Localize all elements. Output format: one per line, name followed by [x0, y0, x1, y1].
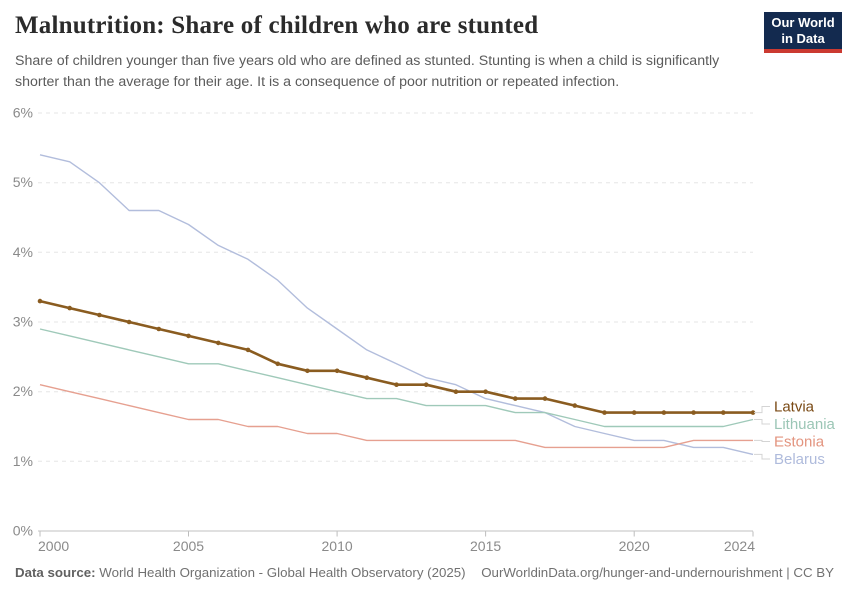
series-marker-latvia	[483, 389, 488, 395]
series-marker-latvia	[661, 410, 667, 415]
data-source-value: World Health Organization - Global Healt…	[99, 565, 466, 580]
owid-logo: Our World in Data	[764, 12, 842, 53]
y-tick-label: 5%	[13, 174, 33, 190]
series-marker-latvia	[572, 403, 578, 408]
series-marker-latvia	[394, 382, 399, 388]
series-marker-latvia	[691, 410, 696, 415]
owid-logo-line1: Our World	[771, 15, 835, 30]
series-line-belarus[interactable]	[39, 154, 754, 456]
series-marker-latvia	[216, 340, 221, 346]
legend-connector	[754, 406, 770, 414]
owid-logo-line2: in Data	[781, 31, 825, 46]
data-source: Data source: World Health Organization -…	[15, 565, 466, 580]
chart-subtitle: Share of children younger than five year…	[15, 53, 720, 91]
page-title: Malnutrition: Share of children who are …	[15, 12, 539, 39]
credit-link[interactable]: OurWorldinData.org/hunger-and-undernouri…	[481, 565, 834, 580]
series-marker-latvia	[334, 368, 340, 374]
series-marker-latvia	[156, 326, 162, 332]
series-marker-latvia	[513, 396, 518, 401]
legend-label-belarus[interactable]: Belarus	[774, 451, 825, 468]
y-tick-label: 3%	[13, 314, 33, 330]
x-tick-label: 2010	[322, 538, 353, 554]
series-line-latvia[interactable]	[39, 299, 753, 414]
y-tick-label: 6%	[13, 105, 33, 121]
y-tick-label: 0%	[13, 523, 33, 539]
series-marker-latvia	[37, 298, 43, 304]
series-line-estonia[interactable]	[39, 384, 753, 449]
y-tick-label: 4%	[13, 244, 33, 260]
series-marker-latvia	[126, 319, 132, 325]
legend-label-latvia[interactable]: Latvia	[774, 399, 815, 416]
x-tick-label: 2020	[619, 538, 650, 554]
series-marker-latvia	[245, 347, 251, 353]
x-tick-label: 2024	[724, 538, 755, 554]
series-marker-latvia	[275, 361, 281, 367]
data-source-label: Data source:	[15, 565, 96, 580]
y-tick-label: 1%	[13, 453, 33, 469]
y-tick-label: 2%	[13, 383, 33, 399]
series-marker-latvia	[305, 368, 310, 374]
x-tick-label: 2015	[470, 538, 501, 554]
x-tick-label: 2000	[38, 538, 69, 554]
series-marker-latvia	[364, 375, 370, 381]
legend-connector	[754, 439, 770, 442]
series-line-lithuania[interactable]	[39, 328, 754, 428]
legend-connector	[754, 419, 770, 425]
x-tick-label: 2005	[173, 538, 204, 554]
series-marker-latvia	[602, 410, 607, 415]
series-marker-latvia	[67, 305, 72, 311]
series-marker-latvia	[186, 333, 191, 339]
series-marker-latvia	[97, 312, 102, 318]
legend-label-lithuania[interactable]: Lithuania	[774, 416, 836, 433]
series-marker-latvia	[721, 410, 726, 415]
series-marker-latvia	[423, 382, 429, 388]
legend-connector	[754, 453, 770, 460]
series-marker-latvia	[453, 389, 459, 395]
series-marker-latvia	[750, 410, 756, 415]
legend-label-estonia[interactable]: Estonia	[774, 434, 825, 451]
series-marker-latvia	[542, 396, 548, 401]
series-marker-latvia	[631, 410, 637, 415]
